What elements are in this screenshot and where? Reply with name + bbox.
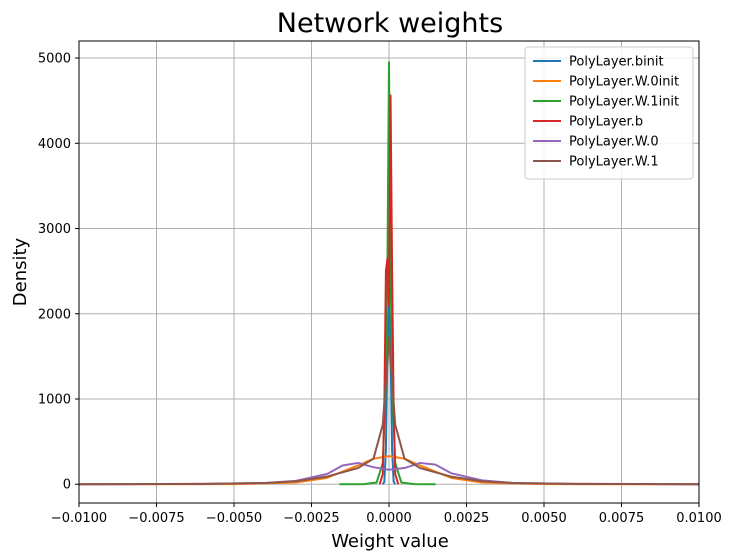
legend: PolyLayer.binit PolyLayer.W.0init PolyLaye… <box>524 46 694 180</box>
x-tick-label: −0.0050 <box>206 511 262 526</box>
legend-label: PolyLayer.b <box>569 115 643 130</box>
legend-label: PolyLayer.W.1init <box>569 95 679 110</box>
y-tick-label: 4000 <box>38 137 71 152</box>
x-tick-label: 0.0025 <box>444 511 490 526</box>
y-tick-label: 5000 <box>38 52 71 67</box>
legend-box <box>524 46 694 180</box>
x-axis-label: Weight value <box>331 531 449 552</box>
y-tick-label: 1000 <box>38 393 71 408</box>
y-tick-label: 2000 <box>38 307 71 322</box>
x-tick-label: 0.0000 <box>366 511 412 526</box>
y-tick-label: 3000 <box>38 222 71 237</box>
y-axis: 0 1000 2000 3000 4000 5000 <box>38 52 79 493</box>
y-tick-label: 0 <box>63 478 71 493</box>
legend-label: PolyLayer.W.0init <box>569 75 679 90</box>
legend-label: PolyLayer.binit <box>569 55 664 70</box>
plot-area <box>79 61 699 486</box>
legend-label: PolyLayer.W.1 <box>569 155 659 170</box>
legend-label: PolyLayer.W.0 <box>569 135 659 150</box>
series-line-2 <box>339 61 436 486</box>
x-tick-label: 0.0050 <box>521 511 567 526</box>
series-line-3 <box>378 94 400 485</box>
x-tick-label: −0.0075 <box>128 511 184 526</box>
x-tick-label: 0.0100 <box>676 511 722 526</box>
series-line-5 <box>79 336 699 486</box>
x-tick-label: −0.0100 <box>51 511 107 526</box>
x-tick-label: 0.0075 <box>599 511 645 526</box>
x-axis: −0.0100 −0.0075 −0.0050 −0.0025 0.0000 0.0025… <box>51 503 722 526</box>
chart-title: Network weights <box>277 8 503 39</box>
series-line-1 <box>79 455 699 486</box>
y-axis-label: Density <box>10 237 31 306</box>
x-tick-label: −0.0025 <box>283 511 339 526</box>
